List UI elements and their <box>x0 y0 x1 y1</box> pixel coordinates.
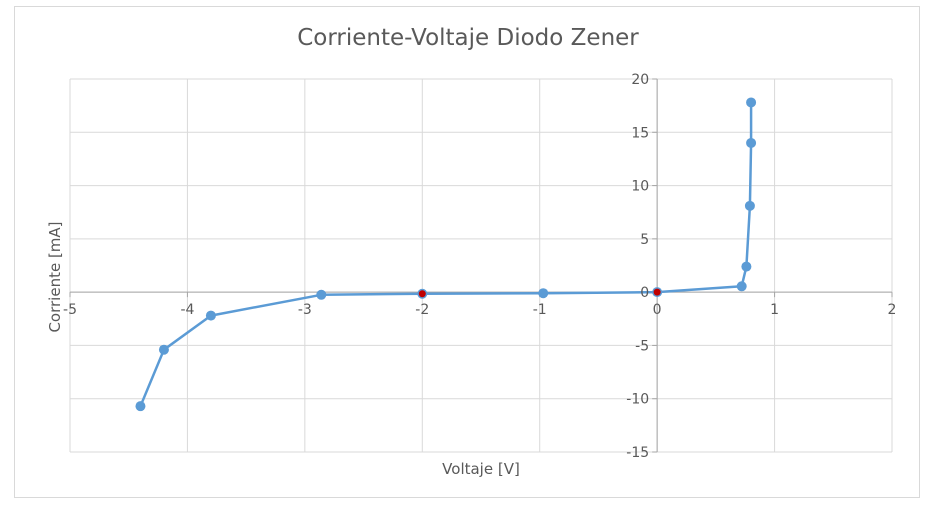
data-point <box>538 288 549 299</box>
x-tick-label: 0 <box>653 302 662 318</box>
y-tick-label: -5 <box>635 338 649 354</box>
y-tick-label: 20 <box>631 72 649 88</box>
x-axis-label: Voltaje [V] <box>442 460 520 478</box>
data-point <box>746 97 757 108</box>
data-point <box>158 344 169 355</box>
y-tick-label: -10 <box>626 392 649 408</box>
x-tick-label: -2 <box>415 302 429 318</box>
series-layer <box>135 97 757 412</box>
grid-layer <box>69 78 893 453</box>
chart-frame: Corriente-Voltaje Diodo Zener -5 -4 -3 -2 -1… <box>14 6 920 498</box>
data-point <box>744 200 755 211</box>
x-tick-label: -3 <box>298 302 312 318</box>
x-tick-label: -1 <box>533 302 547 318</box>
y-tick-label: 10 <box>631 179 649 195</box>
data-point <box>135 401 146 412</box>
series-line <box>139 102 753 407</box>
highlighted-point <box>653 288 661 296</box>
highlighted-point <box>418 290 426 298</box>
data-point <box>205 310 216 321</box>
data-point <box>316 289 327 300</box>
chart-title: Corriente-Voltaje Diodo Zener <box>297 25 639 51</box>
x-tick-label: -4 <box>180 302 194 318</box>
chart-svg: Corriente-Voltaje Diodo Zener -5 -4 -3 -2 -1… <box>46 25 896 478</box>
y-tick-label: 5 <box>640 232 649 248</box>
data-point <box>746 137 757 148</box>
y-tick-label: -15 <box>626 445 649 461</box>
y-tick-label: 0 <box>640 285 649 301</box>
x-tick-label: -5 <box>63 302 77 318</box>
data-point <box>736 281 747 292</box>
axis-layer <box>69 78 893 453</box>
x-tick-label: 1 <box>770 302 779 318</box>
y-tick-label: 15 <box>631 125 649 141</box>
x-tick-label: 2 <box>888 302 897 318</box>
y-axis-label: Corriente [mA] <box>46 221 64 332</box>
data-point <box>741 261 752 272</box>
